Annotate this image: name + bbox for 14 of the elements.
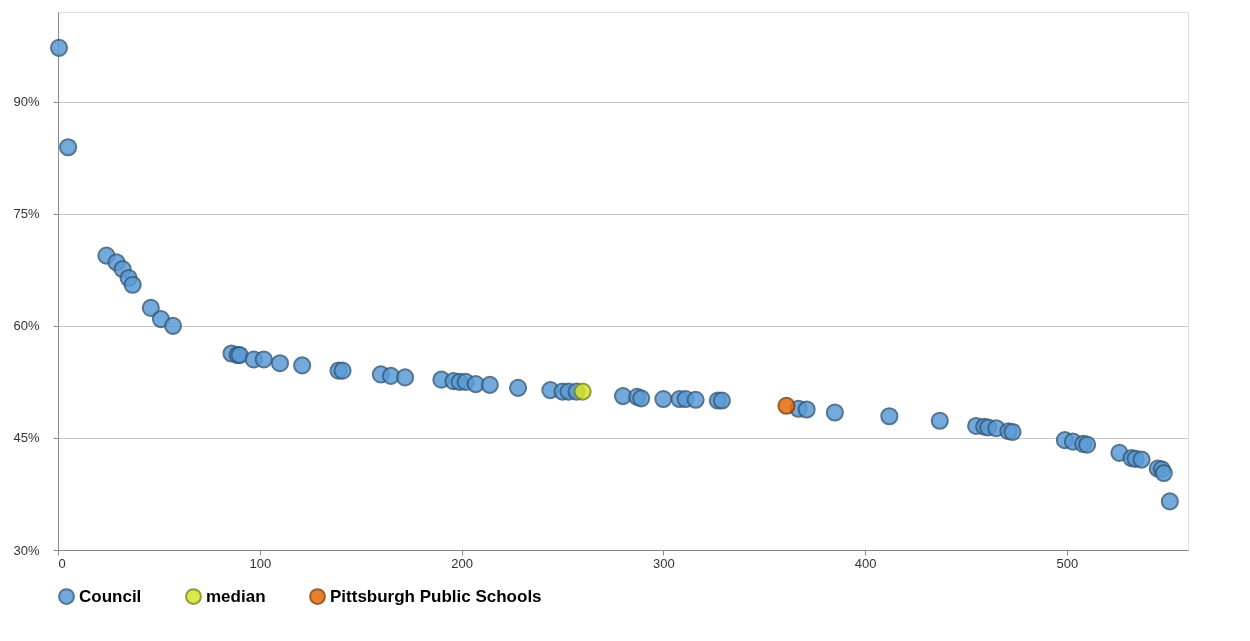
x-tick-label: 100 <box>249 555 272 571</box>
legend-label: Pittsburgh Public Schools <box>330 586 542 606</box>
legend-label: median <box>206 586 266 606</box>
x-tick-label: 400 <box>854 555 877 571</box>
y-tick-label: 90% <box>13 94 40 110</box>
legend-label: Council <box>79 586 142 606</box>
x-tick-label: 200 <box>451 555 473 571</box>
x-tick-label: 0 <box>58 555 66 571</box>
y-tick-label: 30% <box>13 542 40 558</box>
y-tick-label: 75% <box>13 206 40 222</box>
y-tick-label: 45% <box>13 430 40 446</box>
x-tick-label: 300 <box>653 555 675 571</box>
x-tick-label: 500 <box>1056 555 1079 571</box>
y-tick-label: 60% <box>13 318 40 334</box>
